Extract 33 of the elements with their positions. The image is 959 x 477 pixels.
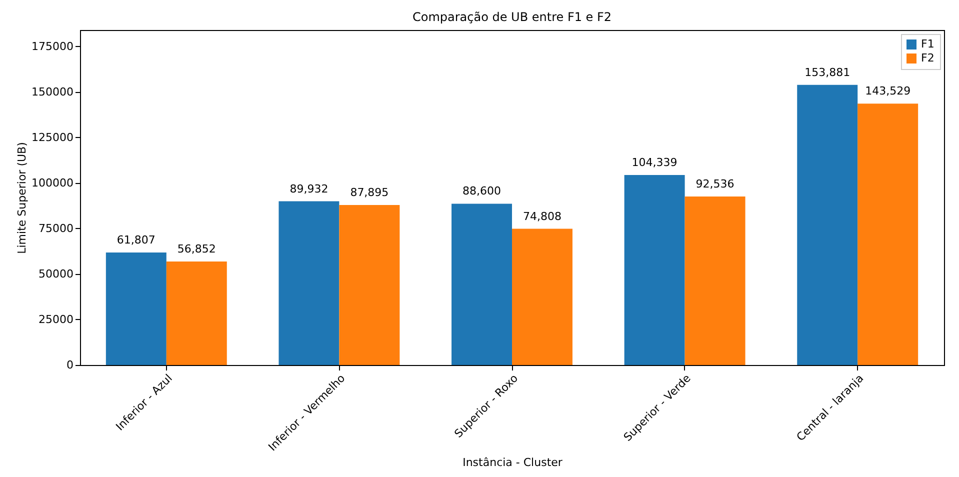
- y-axis-title: Limite Superior (UB): [16, 142, 29, 254]
- bar: [106, 252, 166, 365]
- y-tick-label: 150000: [32, 85, 74, 98]
- y-tick-label: 0: [66, 358, 74, 372]
- bar: [512, 228, 572, 365]
- y-tick-label: 125000: [32, 130, 74, 144]
- data-label: 74,808: [522, 210, 562, 223]
- bar: [452, 204, 512, 365]
- data-label: 61,807: [116, 233, 156, 246]
- y-tick-label: 25000: [38, 312, 74, 326]
- bar: [166, 261, 227, 365]
- data-label: 153,881: [804, 66, 850, 79]
- data-label: 87,895: [350, 186, 389, 199]
- bar: [858, 104, 918, 365]
- bar: [624, 175, 685, 365]
- data-label: 92,536: [696, 178, 734, 191]
- y-tick-label: 100000: [32, 176, 74, 190]
- data-label: 143,529: [865, 84, 911, 98]
- data-label: 56,852: [177, 242, 216, 256]
- chart-title: Comparação de UB entre F1 e F2: [412, 10, 612, 24]
- bar: [339, 204, 400, 365]
- legend-label: F2: [921, 52, 934, 64]
- data-label: 89,932: [290, 182, 328, 196]
- y-tick-label: 50000: [38, 267, 74, 280]
- bar: [797, 84, 858, 365]
- bar: [278, 201, 340, 365]
- data-label: 104,339: [632, 156, 678, 170]
- data-label: 88,600: [462, 184, 502, 198]
- bar: [684, 196, 746, 365]
- y-tick-label: 175000: [32, 40, 74, 53]
- legend-label: F1: [921, 38, 934, 50]
- y-tick-label: 75000: [38, 222, 74, 235]
- x-axis-title: Instância - Cluster: [462, 456, 563, 469]
